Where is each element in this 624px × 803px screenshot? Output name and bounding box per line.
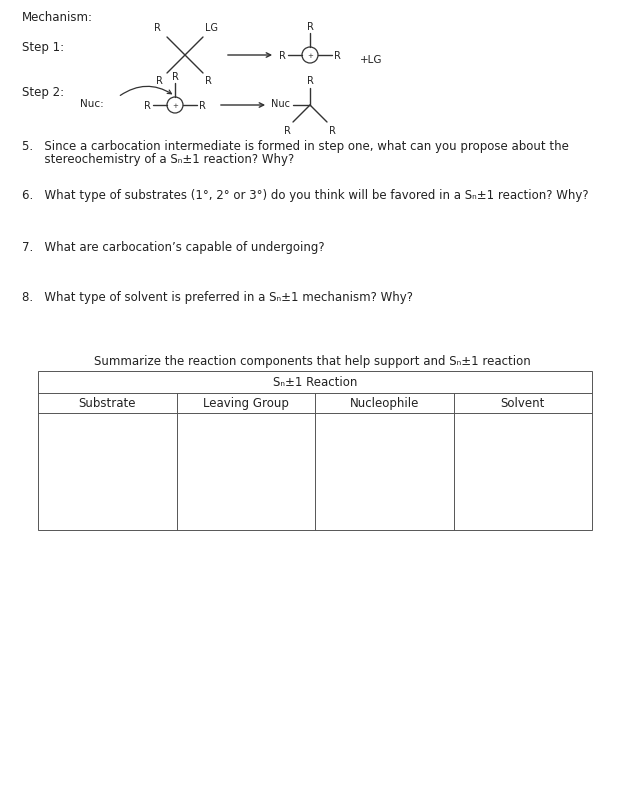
Text: R: R [199,101,206,111]
Text: stereochemistry of a Sₙ±1 reaction? Why?: stereochemistry of a Sₙ±1 reaction? Why? [22,153,295,165]
Text: Nucleophile: Nucleophile [349,397,419,410]
Text: 7.   What are carbocation’s capable of undergoing?: 7. What are carbocation’s capable of und… [22,241,324,254]
Text: R: R [279,51,286,61]
Text: Sₙ±1 Reaction: Sₙ±1 Reaction [273,376,357,389]
Text: LG: LG [205,23,218,33]
Text: R: R [306,76,313,86]
Text: Summarize the reaction components that help support and Sₙ±1 reaction: Summarize the reaction components that h… [94,355,530,368]
Text: +: + [172,103,178,109]
Bar [38,372,592,530]
Text: R: R [329,126,336,136]
Text: Nuc:: Nuc: [80,99,104,109]
Text: R: R [284,126,291,136]
Text: +LG: +LG [360,55,383,65]
Text: Substrate: Substrate [79,397,136,410]
Text: Nuc: Nuc [271,99,290,109]
Text: 8.   What type of solvent is preferred in a Sₙ±1 mechanism? Why?: 8. What type of solvent is preferred in … [22,291,413,304]
Text: Solvent: Solvent [500,397,545,410]
Text: R: R [172,72,178,82]
Text: R: R [205,76,212,86]
Text: 5.   Since a carbocation intermediate is formed in step one, what can you propos: 5. Since a carbocation intermediate is f… [22,140,569,153]
Text: R: R [155,76,162,86]
Text: Mechanism:: Mechanism: [22,11,93,24]
Text: Leaving Group: Leaving Group [203,397,289,410]
Text: R: R [144,101,151,111]
Text: Step 2:: Step 2: [22,86,64,99]
Text: Step 1:: Step 1: [22,41,64,54]
Text: 6.   What type of substrates (1°, 2° or 3°) do you think will be favored in a Sₙ: 6. What type of substrates (1°, 2° or 3°… [22,189,588,202]
Text: +: + [307,53,313,59]
FancyArrowPatch shape [120,88,172,96]
Text: R: R [334,51,341,61]
Text: R: R [306,22,313,32]
Text: R: R [154,23,160,33]
